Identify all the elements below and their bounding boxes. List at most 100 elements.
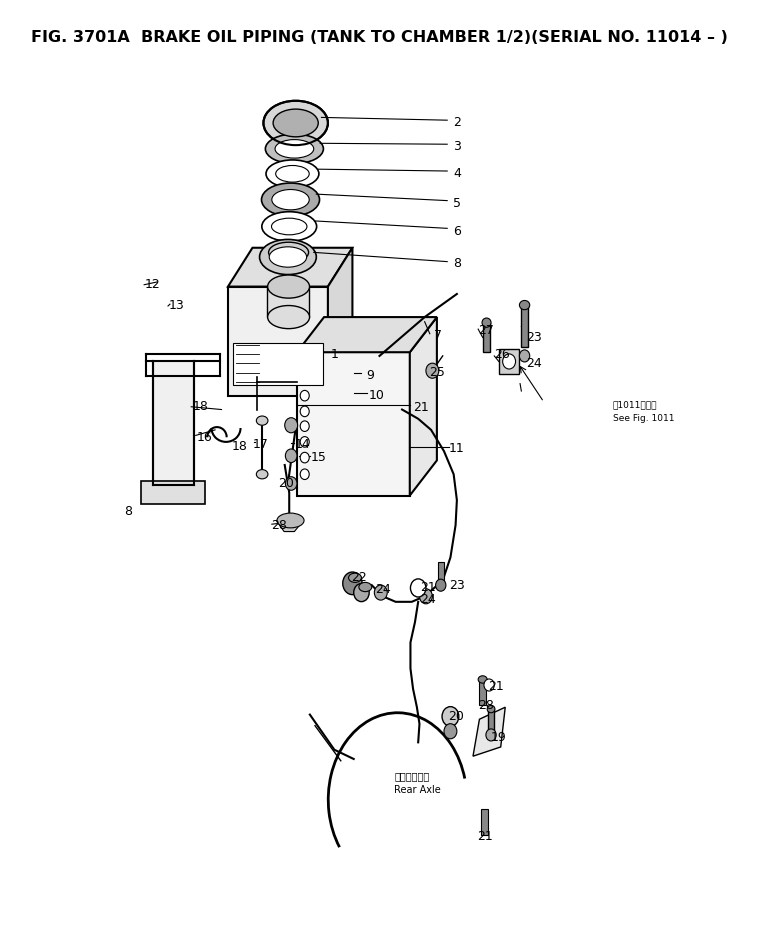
Ellipse shape: [266, 134, 323, 164]
Text: 1: 1: [330, 348, 339, 361]
Ellipse shape: [359, 582, 372, 591]
Polygon shape: [473, 707, 505, 756]
Text: 18: 18: [231, 440, 247, 453]
Text: 10: 10: [368, 389, 384, 402]
Text: Rear Axle: Rear Axle: [395, 786, 441, 795]
Text: 12: 12: [145, 278, 160, 291]
Ellipse shape: [257, 416, 268, 425]
Text: 21: 21: [414, 401, 430, 414]
Bar: [267, 286, 309, 317]
Text: 21: 21: [477, 830, 493, 844]
Text: 21: 21: [420, 581, 436, 594]
Text: 4: 4: [453, 167, 461, 180]
Text: 20: 20: [278, 477, 294, 490]
Text: 18: 18: [192, 400, 208, 413]
Circle shape: [486, 729, 496, 741]
Ellipse shape: [262, 212, 317, 241]
Ellipse shape: [272, 219, 307, 234]
Text: 16: 16: [197, 431, 212, 444]
Text: See Fig. 1011: See Fig. 1011: [613, 414, 675, 423]
Ellipse shape: [269, 277, 309, 298]
Text: 13: 13: [168, 299, 184, 312]
Ellipse shape: [277, 513, 304, 528]
Ellipse shape: [275, 140, 313, 158]
Bar: [233, 343, 323, 385]
Ellipse shape: [482, 318, 491, 327]
Ellipse shape: [348, 573, 361, 582]
Text: 8: 8: [124, 505, 132, 518]
Circle shape: [285, 418, 298, 432]
Circle shape: [374, 585, 387, 600]
Text: 14: 14: [294, 438, 310, 451]
Circle shape: [484, 679, 494, 691]
Polygon shape: [141, 481, 206, 504]
Ellipse shape: [266, 160, 319, 188]
Circle shape: [444, 724, 457, 738]
Bar: [269, 252, 309, 287]
Circle shape: [420, 589, 433, 604]
Ellipse shape: [269, 242, 309, 262]
Text: 22: 22: [351, 571, 367, 584]
Bar: [228, 286, 328, 395]
Text: 28: 28: [272, 519, 288, 532]
Text: 2: 2: [453, 116, 461, 129]
Ellipse shape: [478, 676, 487, 684]
Text: 23: 23: [449, 578, 465, 591]
Text: 23: 23: [527, 331, 542, 344]
Ellipse shape: [268, 275, 310, 299]
Text: 24: 24: [375, 583, 391, 596]
Ellipse shape: [272, 190, 309, 210]
Polygon shape: [410, 317, 437, 496]
Ellipse shape: [487, 705, 495, 712]
Bar: [481, 809, 488, 835]
Text: 24: 24: [420, 592, 436, 605]
Ellipse shape: [257, 470, 268, 479]
Text: 7: 7: [433, 329, 442, 342]
Circle shape: [285, 477, 297, 490]
Polygon shape: [228, 247, 352, 286]
Circle shape: [519, 350, 530, 362]
Text: 9: 9: [366, 369, 373, 382]
Polygon shape: [297, 317, 437, 352]
Ellipse shape: [273, 109, 318, 137]
Circle shape: [502, 354, 515, 369]
Text: 5: 5: [453, 197, 461, 210]
Text: 17: 17: [253, 438, 269, 451]
Text: 8: 8: [453, 257, 461, 270]
Ellipse shape: [263, 100, 328, 145]
Text: 24: 24: [527, 357, 542, 370]
Circle shape: [411, 578, 426, 597]
Ellipse shape: [262, 183, 320, 217]
Text: 11: 11: [449, 442, 465, 455]
Ellipse shape: [260, 239, 317, 274]
Bar: [297, 352, 410, 496]
Polygon shape: [153, 361, 194, 485]
Text: 26: 26: [494, 348, 510, 361]
Circle shape: [343, 572, 362, 594]
Bar: [499, 349, 519, 375]
Circle shape: [354, 583, 369, 602]
Text: FIG. 3701A  BRAKE OIL PIPING (TANK TO CHAMBER 1/2)(SERIAL NO. 11014 – ): FIG. 3701A BRAKE OIL PIPING (TANK TO CHA…: [31, 31, 728, 46]
Text: 15: 15: [310, 451, 326, 464]
Circle shape: [301, 421, 309, 432]
Bar: [483, 323, 490, 352]
Text: 28: 28: [478, 698, 494, 711]
Bar: [521, 305, 528, 347]
Ellipse shape: [519, 300, 530, 310]
Ellipse shape: [276, 166, 309, 182]
Bar: [437, 562, 444, 585]
Text: 19: 19: [491, 731, 507, 744]
Circle shape: [301, 469, 309, 480]
Text: リヤアクスル: リヤアクスル: [395, 772, 430, 781]
Polygon shape: [328, 247, 352, 395]
Circle shape: [301, 391, 309, 401]
Polygon shape: [276, 521, 304, 532]
Bar: [488, 709, 494, 735]
Text: 25: 25: [430, 366, 446, 379]
Text: 図1011図参照: 図1011図参照: [613, 401, 657, 409]
Text: 3: 3: [453, 140, 461, 153]
Circle shape: [301, 452, 309, 463]
Bar: [480, 680, 486, 705]
Text: 6: 6: [453, 225, 461, 238]
Ellipse shape: [268, 306, 310, 328]
